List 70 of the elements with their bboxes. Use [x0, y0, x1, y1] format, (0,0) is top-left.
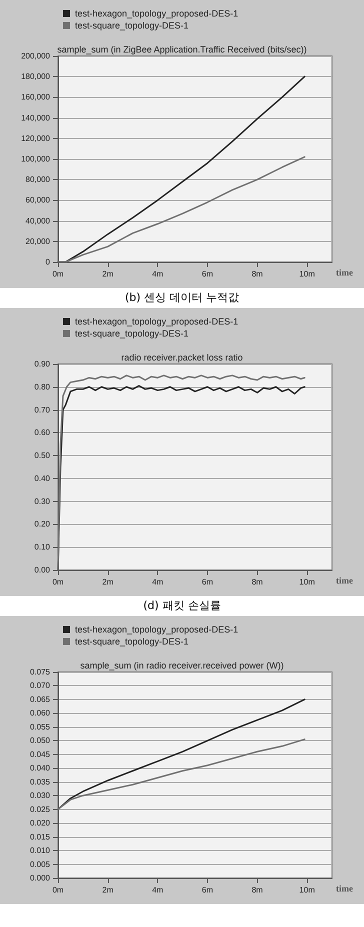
y-tick-label: 0.065: [30, 694, 51, 704]
x-tick-label: 4m: [152, 578, 164, 586]
x-tick-label: 0m: [52, 270, 64, 278]
x-tick-label: 2m: [102, 886, 114, 894]
y-tick-label: 0.015: [30, 832, 51, 842]
x-tick-label: 2m: [102, 270, 114, 278]
x-tick-label: 0m: [52, 886, 64, 894]
x-tick-label: 6m: [202, 270, 214, 278]
x-axis-title: time: [336, 576, 353, 586]
legend-label: test-hexagon_topology_proposed-DES-1: [75, 316, 238, 326]
y-tick-label: 60,000: [26, 196, 51, 205]
chart-title: sample_sum (in ZigBee Application.Traffic Received (bits/sec)): [57, 44, 307, 54]
y-tick-label: 0.30: [34, 496, 51, 506]
y-tick-label: 0.50: [34, 451, 51, 460]
y-tick-label: 0.010: [30, 846, 51, 856]
x-tick-label: 4m: [152, 886, 164, 894]
legend-label: test-square_topology-DES-1: [75, 636, 189, 646]
y-tick-label: 0.60: [34, 428, 51, 438]
y-tick-label: 160,000: [21, 92, 51, 102]
x-tick-label: 8m: [252, 270, 264, 278]
x-tick-label: 10m: [299, 578, 316, 586]
legend-label: test-square_topology-DES-1: [75, 20, 189, 30]
y-tick-label: 100,000: [21, 154, 51, 164]
y-tick-label: 0.075: [30, 668, 51, 676]
y-tick-label: 0.40: [34, 474, 51, 483]
y-tick-label: 0.005: [30, 860, 51, 869]
y-tick-label: 0: [46, 258, 51, 266]
chart-title: sample_sum (in radio receiver.received power (W)): [80, 660, 284, 670]
x-tick-label: 6m: [202, 886, 214, 894]
y-tick-label: 0.00: [34, 566, 51, 574]
x-tick-label: 4m: [152, 270, 164, 278]
legend-label: test-square_topology-DES-1: [75, 328, 189, 338]
y-tick-label: 180,000: [21, 72, 51, 82]
y-tick-label: 0.030: [30, 791, 51, 800]
y-tick-label: 0.025: [30, 804, 51, 814]
x-tick-label: 2m: [102, 578, 114, 586]
x-tick-label: 8m: [252, 578, 264, 586]
x-tick-label: 10m: [299, 270, 316, 278]
y-tick-label: 120,000: [21, 134, 51, 143]
y-tick-label: 0.050: [30, 736, 51, 746]
x-axis-title: time: [336, 884, 353, 894]
y-tick-label: 40,000: [26, 216, 51, 226]
y-tick-label: 0.045: [30, 750, 51, 759]
x-axis-title: time: [336, 268, 353, 278]
y-tick-label: 0.035: [30, 777, 51, 786]
text: (b) 센싱 데이터 누적값: [124, 290, 240, 306]
x-tick-label: 0m: [52, 578, 64, 586]
y-tick-label: 0.070: [30, 681, 51, 690]
y-tick-label: 20,000: [26, 236, 51, 246]
text: (d) 패킷 손실률: [142, 598, 222, 614]
line-series: [57, 698, 306, 810]
y-tick-label: 0.060: [30, 708, 51, 718]
legend-label: test-hexagon_topology_proposed-DES-1: [75, 624, 238, 634]
x-tick-label: 8m: [252, 886, 264, 894]
x-tick-label: 10m: [299, 886, 316, 894]
y-tick-label: 0.70: [34, 405, 51, 414]
y-tick-label: 0.20: [34, 520, 51, 529]
chart-title: radio receiver.packet loss ratio: [121, 352, 243, 362]
y-tick-label: 0.000: [30, 874, 51, 882]
y-tick-label: 0.040: [30, 764, 51, 773]
y-tick-label: 0.90: [34, 360, 51, 368]
y-tick-label: 80,000: [26, 175, 51, 184]
y-tick-label: 0.80: [34, 382, 51, 392]
y-tick-label: 200,000: [21, 52, 51, 60]
y-tick-label: 0.10: [34, 542, 51, 552]
y-tick-label: 0.055: [30, 722, 51, 732]
y-tick-label: 0.020: [30, 818, 51, 828]
x-tick-label: 6m: [202, 578, 214, 586]
y-tick-label: 140,000: [21, 113, 51, 122]
legend-label: test-hexagon_topology_proposed-DES-1: [75, 8, 238, 18]
